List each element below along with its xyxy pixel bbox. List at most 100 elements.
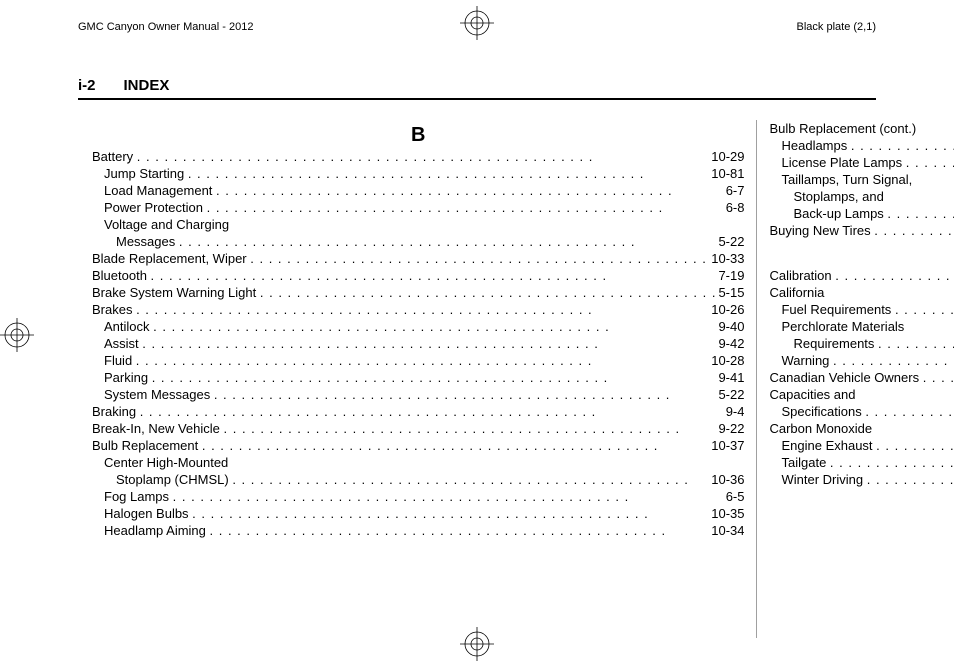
- index-entry: Load Management . . . . . . . . . . . . …: [92, 182, 744, 199]
- index-entry-leader: . . . . . . . . . . . . . . . . . . . . …: [137, 148, 709, 165]
- index-entry: Antilock . . . . . . . . . . . . . . . .…: [92, 318, 744, 335]
- index-entry-page: 10-81: [709, 165, 744, 182]
- title-rule: [78, 98, 876, 100]
- index-entry-label: Bulb Replacement: [92, 437, 202, 454]
- index-entry-leader: . . . . . . . . . . . . . . . . . . . . …: [876, 437, 954, 454]
- index-entry-page: 9-40: [716, 318, 744, 335]
- index-entry-label: Brakes: [92, 301, 136, 318]
- index-entry-leader: . . . . . . . . . . . . . . . . . . . . …: [151, 267, 717, 284]
- index-entry: Bluetooth . . . . . . . . . . . . . . . …: [92, 267, 744, 284]
- index-entry: Blade Replacement, Wiper . . . . . . . .…: [92, 250, 744, 267]
- index-entry-leader: . . . . . . . . . . . . . . . . . . . . …: [895, 301, 954, 318]
- index-entry: Center High-Mounted: [92, 454, 744, 471]
- index-letter-heading: B: [92, 124, 744, 146]
- index-entry-label: Halogen Bulbs: [104, 505, 192, 522]
- index-entry-page: 10-26: [709, 301, 744, 318]
- index-entry-leader: . . . . . . . . . . . . . . . . . . . . …: [216, 182, 724, 199]
- index-entry-leader: . . . . . . . . . . . . . . . . . . . . …: [192, 505, 709, 522]
- index-entry-label: Winter Driving: [781, 471, 866, 488]
- index-entry-label: Headlamps: [781, 137, 850, 154]
- index-entry-label: Fog Lamps: [104, 488, 173, 505]
- index-entry-label: Assist: [104, 335, 142, 352]
- index-entry-label: Requirements: [793, 335, 878, 352]
- index-entry-label: Stoplamps, and: [793, 188, 887, 205]
- index-entry: Bulb Replacement (cont.): [769, 120, 954, 137]
- index-entry-leader: . . . . . . . . . . . . . . . . . . . . …: [140, 403, 724, 420]
- index-entry-label: Warning: [781, 352, 833, 369]
- index-entry-page: 10-36: [709, 471, 744, 488]
- index-entry-page: 10-28: [709, 352, 744, 369]
- index-entry: Assist . . . . . . . . . . . . . . . . .…: [92, 335, 744, 352]
- index-entry-leader: . . . . . . . . . . . . . . . . . . . . …: [250, 250, 709, 267]
- index-entry-label: Brake System Warning Light: [92, 284, 260, 301]
- index-entry-label: Capacities and: [769, 386, 859, 403]
- index-entry: Tailgate . . . . . . . . . . . . . . . .…: [769, 454, 954, 471]
- index-entry-leader: . . . . . . . . . . . . . . . . . . . . …: [887, 205, 954, 222]
- index-entry-page: 10-35: [709, 505, 744, 522]
- index-entry: System Messages . . . . . . . . . . . . …: [92, 386, 744, 403]
- index-entry: Braking . . . . . . . . . . . . . . . . …: [92, 403, 744, 420]
- index-entry: Warning . . . . . . . . . . . . . . . . …: [769, 352, 954, 369]
- index-entry: Taillamps, Turn Signal,: [769, 171, 954, 188]
- index-column-1: B Battery . . . . . . . . . . . . . . . .…: [80, 120, 756, 638]
- index-entry: Carbon Monoxide: [769, 420, 954, 437]
- index-entry-leader: . . . . . . . . . . . . . . . . . . . . …: [835, 267, 954, 284]
- index-entry-label: Buying New Tires: [769, 222, 874, 239]
- index-entry-leader: . . . . . . . . . . . . . . . . . . . . …: [179, 233, 717, 250]
- index-entry: Stoplamp (CHMSL) . . . . . . . . . . . .…: [92, 471, 744, 488]
- index-entry: Bulb Replacement . . . . . . . . . . . .…: [92, 437, 744, 454]
- index-entry: Brake System Warning Light . . . . . . .…: [92, 284, 744, 301]
- index-entry: Calibration . . . . . . . . . . . . . . …: [769, 267, 954, 284]
- index-entry-label: Canadian Vehicle Owners: [769, 369, 922, 386]
- index-columns: B Battery . . . . . . . . . . . . . . . .…: [80, 120, 894, 638]
- index-entry: Buying New Tires . . . . . . . . . . . .…: [769, 222, 954, 239]
- index-entry-leader: . . . . . . . . . . . . . . . . . . . . …: [136, 352, 709, 369]
- index-entry-label: Power Protection: [104, 199, 207, 216]
- index-entry: Battery . . . . . . . . . . . . . . . . …: [92, 148, 744, 165]
- index-entry: Engine Exhaust . . . . . . . . . . . . .…: [769, 437, 954, 454]
- index-entry-leader: . . . . . . . . . . . . . . . . . . . . …: [224, 420, 717, 437]
- index-entry-label: Braking: [92, 403, 140, 420]
- index-entry-leader: . . . . . . . . . . . . . . . . . . . . …: [260, 284, 717, 301]
- index-entry-label: Engine Exhaust: [781, 437, 876, 454]
- index-entry: Canadian Vehicle Owners . . . . . . . . …: [769, 369, 954, 386]
- index-entry-page: 10-29: [709, 148, 744, 165]
- index-entry-page: 7-19: [716, 267, 744, 284]
- index-entry-label: California: [769, 284, 828, 301]
- index-column-2: Bulb Replacement (cont.) Headlamps . . .…: [756, 120, 954, 638]
- index-entry-leader: . . . . . . . . . . . . . . . . . . . . …: [173, 488, 724, 505]
- index-entry: Headlamp Aiming . . . . . . . . . . . . …: [92, 522, 744, 539]
- index-entry: California: [769, 284, 954, 301]
- page-number: i-2: [78, 77, 96, 94]
- index-entry-page: 6-8: [724, 199, 745, 216]
- index-entry: Brakes . . . . . . . . . . . . . . . . .…: [92, 301, 744, 318]
- index-entry: Perchlorate Materials: [769, 318, 954, 335]
- index-entry-label: Antilock: [104, 318, 153, 335]
- index-entry-leader: . . . . . . . . . . . . . . . . . . . . …: [153, 318, 716, 335]
- section-title: INDEX: [124, 77, 170, 94]
- index-entry-label: Headlamp Aiming: [104, 522, 210, 539]
- index-entry-label: Voltage and Charging: [104, 216, 233, 233]
- index-entry-label: Jump Starting: [104, 165, 188, 182]
- index-entry-label: Fuel Requirements: [781, 301, 894, 318]
- index-entry-label: License Plate Lamps: [781, 154, 905, 171]
- index-entry-leader: . . . . . . . . . . . . . . . . . . . . …: [188, 165, 709, 182]
- index-entry-page: 10-33: [709, 250, 744, 267]
- index-entry-leader: . . . . . . . . . . . . . . . . . . . . …: [232, 471, 709, 488]
- index-entry: Jump Starting . . . . . . . . . . . . . …: [92, 165, 744, 182]
- index-entry-label: System Messages: [104, 386, 214, 403]
- page-title-row: i-2 INDEX: [78, 77, 876, 94]
- index-entry-leader: . . . . . . . . . . . . . . . . . . . . …: [923, 369, 954, 386]
- index-entry-leader: . . . . . . . . . . . . . . . . . . . . …: [833, 352, 954, 369]
- index-entry-leader: . . . . . . . . . . . . . . . . . . . . …: [867, 471, 954, 488]
- index-entry-page: 6-5: [724, 488, 745, 505]
- index-entry-label: Blade Replacement, Wiper: [92, 250, 250, 267]
- index-entry-label: Perchlorate Materials: [781, 318, 907, 335]
- index-entry-page: 5-22: [716, 386, 744, 403]
- index-entry-leader: . . . . . . . . . . . . . . . . . . . . …: [136, 301, 709, 318]
- index-entry-leader: . . . . . . . . . . . . . . . . . . . . …: [152, 369, 717, 386]
- index-entry-label: Center High-Mounted: [104, 454, 232, 471]
- index-entry-label: Stoplamp (CHMSL): [116, 471, 232, 488]
- index-entry-page: 5-15: [716, 284, 744, 301]
- index-entry-label: Bulb Replacement (cont.): [769, 120, 919, 137]
